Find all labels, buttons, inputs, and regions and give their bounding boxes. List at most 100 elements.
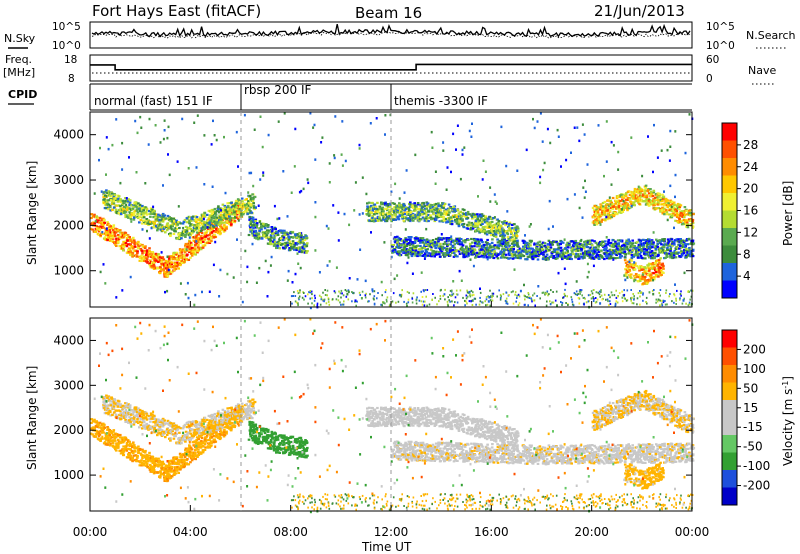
power-cell xyxy=(216,219,219,222)
power-cell xyxy=(504,242,508,245)
power-cell xyxy=(210,210,213,213)
power-cell xyxy=(246,208,249,211)
power-cell xyxy=(621,195,624,198)
power-cell xyxy=(691,248,695,251)
power-cell xyxy=(170,258,173,261)
power-cell xyxy=(158,215,162,218)
power-cell xyxy=(457,242,460,245)
power-cell xyxy=(150,263,154,266)
power-cell xyxy=(129,208,133,211)
power-cell xyxy=(407,208,411,211)
power-cell xyxy=(401,248,404,252)
power-cell xyxy=(164,261,167,264)
power-cell xyxy=(437,247,441,250)
power-cell xyxy=(491,238,494,241)
power-cell xyxy=(119,200,122,203)
power-cell xyxy=(523,250,526,253)
power-cell xyxy=(439,242,442,245)
power-cell xyxy=(566,257,570,260)
power-cell xyxy=(550,252,554,255)
power-cell xyxy=(419,209,423,213)
power-cell xyxy=(236,205,240,208)
power-cell xyxy=(515,225,519,228)
power-cell xyxy=(445,237,449,240)
power-cell xyxy=(462,222,466,226)
power-cell xyxy=(630,273,633,276)
power-cell xyxy=(195,220,198,224)
power-cell xyxy=(109,209,112,212)
power-cell xyxy=(488,256,491,259)
power-cell xyxy=(656,240,660,243)
power-cell xyxy=(265,234,269,237)
power-cell xyxy=(407,217,411,220)
power-cell xyxy=(625,271,628,274)
power-cell xyxy=(461,219,464,222)
power-cell xyxy=(667,202,671,205)
power-cell xyxy=(631,242,635,245)
power-cell xyxy=(515,236,518,239)
power-cell xyxy=(137,247,140,250)
power-cell xyxy=(504,245,508,248)
power-cell xyxy=(512,234,515,237)
power-cell xyxy=(178,232,182,235)
power-cell xyxy=(461,250,465,253)
power-cell xyxy=(529,247,533,250)
power-cell xyxy=(431,239,435,242)
power-cell xyxy=(145,249,149,252)
power-cell xyxy=(240,207,244,210)
power-cell xyxy=(480,220,484,224)
power-cell xyxy=(127,251,130,254)
power-cell xyxy=(473,249,477,252)
power-cell xyxy=(502,251,506,254)
power-cell xyxy=(611,203,614,206)
power-cell xyxy=(304,250,307,253)
power-cell xyxy=(425,240,428,243)
power-cell xyxy=(263,223,266,226)
power-cell xyxy=(158,214,162,217)
power-cell xyxy=(673,204,677,207)
power-cell xyxy=(427,213,430,217)
power-cell xyxy=(424,249,428,253)
power-cell xyxy=(108,191,112,194)
power-cell xyxy=(216,210,219,213)
power-cell xyxy=(454,254,457,257)
power-cell xyxy=(221,203,225,206)
power-cell xyxy=(226,202,229,205)
power-cell xyxy=(122,240,125,243)
power-cell xyxy=(183,261,186,264)
power-cell xyxy=(189,242,193,245)
power-cell xyxy=(672,253,676,256)
power-cell xyxy=(471,212,474,215)
power-cell xyxy=(109,206,112,209)
power-cell xyxy=(650,202,653,205)
power-cell xyxy=(526,258,529,261)
power-cell xyxy=(202,227,205,231)
power-cell xyxy=(195,231,199,234)
power-cell xyxy=(591,216,595,219)
power-cell xyxy=(251,216,255,219)
power-cell xyxy=(621,244,624,247)
power-cell xyxy=(218,229,222,232)
power-cell xyxy=(396,244,399,247)
power-cell xyxy=(406,242,409,245)
power-cell xyxy=(200,237,204,240)
power-cell xyxy=(139,256,142,259)
power-cell xyxy=(223,204,227,208)
power-cell xyxy=(461,247,464,250)
power-cell xyxy=(299,248,302,251)
power-cell xyxy=(179,254,182,257)
power-cell xyxy=(573,243,577,247)
power-cell xyxy=(644,189,647,192)
power-cell xyxy=(448,211,451,214)
power-cell xyxy=(479,213,482,216)
power-cell xyxy=(506,243,510,246)
power-cell xyxy=(398,203,401,206)
power-cell xyxy=(552,255,556,258)
power-cell xyxy=(475,238,478,241)
power-cell xyxy=(412,248,415,251)
power-cell xyxy=(230,223,233,226)
power-cell xyxy=(636,255,640,258)
power-cell xyxy=(455,214,459,217)
power-cell xyxy=(651,201,654,204)
power-cell xyxy=(469,253,472,256)
